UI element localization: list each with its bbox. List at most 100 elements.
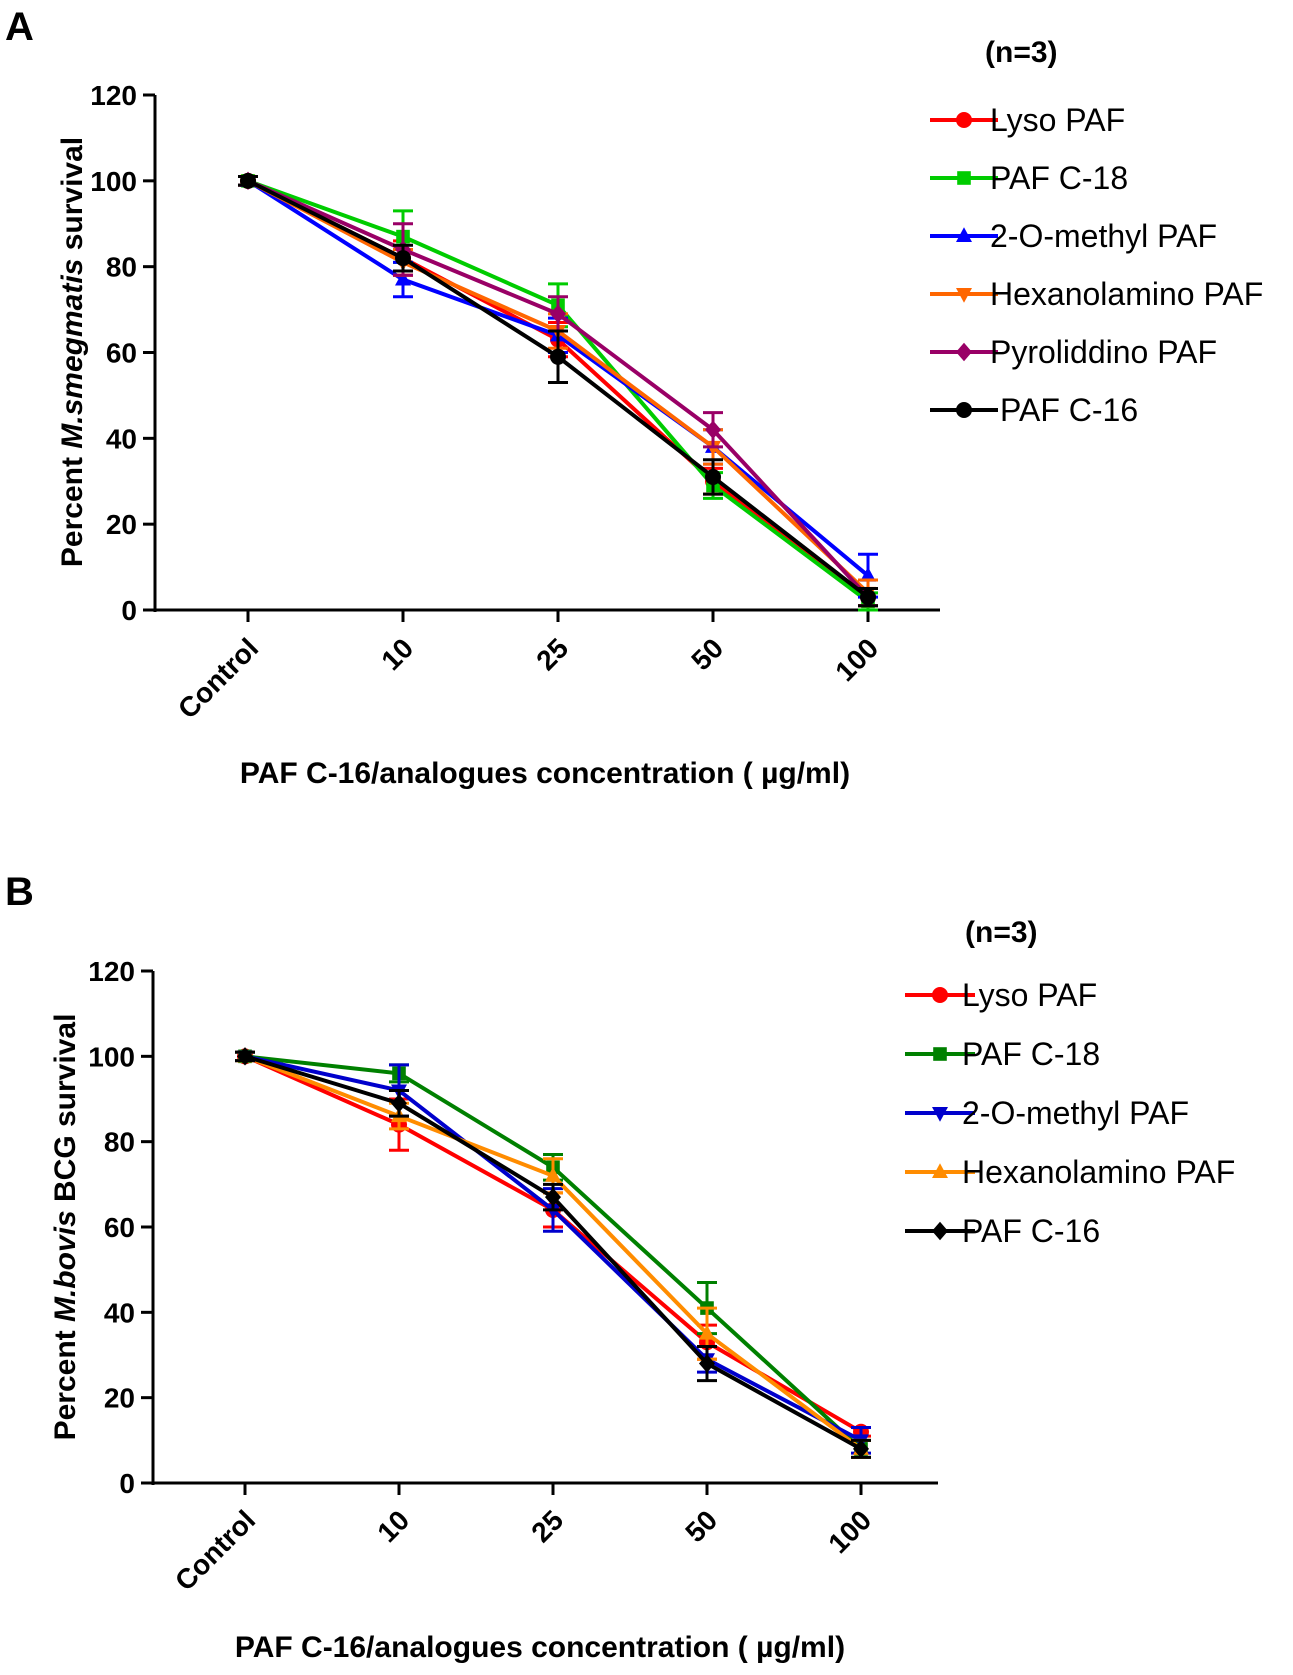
series-line (247, 179, 870, 599)
legend-label: PAF C-18 (962, 1036, 1100, 1072)
series-line (244, 1054, 862, 1443)
series-paf-c-18 (238, 174, 878, 612)
legend-marker (956, 227, 972, 242)
y-tick-label: 20 (104, 1383, 135, 1414)
legend-marker (956, 342, 972, 362)
y-axis-title-organism: M.smegmatis (56, 259, 89, 449)
x-tick-label: Control (172, 632, 264, 724)
x-tick-label: Control (169, 1504, 261, 1596)
legend-item: PAF C-16 (905, 1213, 1100, 1249)
data-point (550, 348, 566, 365)
data-point (705, 468, 721, 485)
legend-marker (956, 112, 972, 128)
legend-label: Hexanolamino PAF (990, 276, 1263, 312)
y-tick-label: 60 (104, 1212, 135, 1243)
x-axis-title: PAF C-16/analogues concentration ( µg/ml… (240, 757, 850, 790)
legend-item: PAF C-16 (930, 392, 1138, 428)
data-point (860, 589, 876, 606)
legend-item: PAF C-18 (905, 1036, 1100, 1072)
x-axis-title: PAF C-16/analogues concentration ( µg/ml… (235, 1631, 845, 1664)
series-2-o-methyl-paf (235, 1050, 871, 1455)
data-point (705, 420, 721, 439)
y-axis-title-organism: M.bovis (49, 1210, 82, 1322)
chart-panel-b: 0 20 40 60 80 100 120 Control 10 25 50 100 PAF C-16/… (49, 916, 1235, 1664)
legend-item: Hexanolamino PAF (905, 1154, 1235, 1190)
y-tick-label: 100 (90, 166, 137, 197)
data-point (240, 172, 256, 189)
y-tick-label: 80 (106, 252, 137, 283)
y-tick-label: 60 (106, 338, 137, 369)
y-axis-title: Percent M.bovis BCG survival (49, 1014, 82, 1441)
data-point (545, 1167, 561, 1182)
x-tick-label: 25 (530, 632, 574, 676)
y-tick-label: 0 (121, 595, 137, 626)
x-tick-label: 25 (525, 1504, 569, 1548)
legend-item: 2-O-methyl PAF (930, 218, 1217, 254)
legend-label: Hexanolamino PAF (962, 1154, 1235, 1190)
x-tick-label: 50 (679, 1504, 723, 1548)
legend-label: PAF C-18 (990, 160, 1128, 196)
data-point (699, 1324, 715, 1340)
data-point (395, 250, 411, 267)
y-tick-label: 40 (106, 423, 137, 454)
legend-label: Lyso PAF (962, 977, 1097, 1013)
y-tick-label: 120 (88, 956, 135, 987)
legend-label: Lyso PAF (990, 102, 1125, 138)
legend-label: PAF C-16 (962, 1213, 1100, 1249)
x-tick-label: 10 (371, 1504, 415, 1548)
data-point (237, 1047, 253, 1066)
legend-label: Pyroliddino PAF (990, 334, 1217, 370)
y-axis-title-prefix: Percent (56, 449, 89, 567)
panel-a-letter: A (5, 5, 34, 49)
data-point (391, 1094, 407, 1113)
legend-marker (932, 1221, 948, 1241)
legend-marker (933, 1047, 947, 1061)
data-point (699, 1354, 715, 1373)
y-tick-label: 80 (104, 1127, 135, 1158)
legend-title: (n=3) (965, 916, 1038, 949)
series-paf-c-16 (235, 1047, 871, 1459)
legend-marker (956, 288, 972, 303)
series-paf-c-16 (238, 172, 878, 608)
data-point (545, 1187, 561, 1207)
legend-item: 2-O-methyl PAF (905, 1095, 1189, 1131)
legend-title: (n=3) (985, 36, 1058, 69)
y-axis-title-prefix: Percent (49, 1322, 82, 1440)
series-lyso-paf (235, 1048, 871, 1440)
y-axis-title: Percent M.smegmatis survival (56, 137, 89, 567)
data-point (395, 270, 411, 286)
legend-item: PAF C-18 (930, 160, 1128, 196)
series-line (244, 1054, 863, 1434)
y-axis-title-suffix: survival (56, 137, 89, 259)
y-tick-label: 40 (104, 1297, 135, 1328)
legend-marker (956, 402, 972, 418)
y-axis-title-suffix: BCG survival (49, 1014, 82, 1211)
legend-marker (932, 987, 948, 1003)
panel-b-letter: B (5, 870, 34, 914)
y-tick-label: 100 (88, 1041, 135, 1072)
y-tick-label: 20 (106, 509, 137, 540)
series-line (247, 178, 870, 604)
x-tick-label: 100 (822, 1504, 877, 1559)
legend-item: Lyso PAF (930, 102, 1125, 138)
data-point (853, 1439, 869, 1459)
series-line (247, 179, 870, 599)
legend-item: Lyso PAF (905, 977, 1097, 1013)
legend-label: 2-O-methyl PAF (990, 218, 1217, 254)
series-line (247, 179, 870, 599)
legend-marker (957, 171, 971, 185)
legend-marker (932, 1163, 948, 1178)
legend-item: Hexanolamino PAF (930, 276, 1263, 312)
x-tick-label: 100 (829, 632, 884, 687)
x-tick-label: 50 (685, 632, 729, 676)
chart-panel-a: 0 20 40 60 80 100 120 Control 10 25 50 100 PAF C-16/… (56, 36, 1263, 790)
legend-item: Pyroliddino PAF (930, 334, 1217, 370)
legend-label: PAF C-16 (1000, 392, 1138, 428)
data-point (860, 566, 876, 582)
data-point (550, 304, 566, 324)
legend-label: 2-O-methyl PAF (962, 1095, 1189, 1131)
y-tick-label: 120 (90, 80, 137, 111)
y-tick-label: 0 (119, 1468, 135, 1499)
x-tick-label: 10 (375, 632, 419, 676)
